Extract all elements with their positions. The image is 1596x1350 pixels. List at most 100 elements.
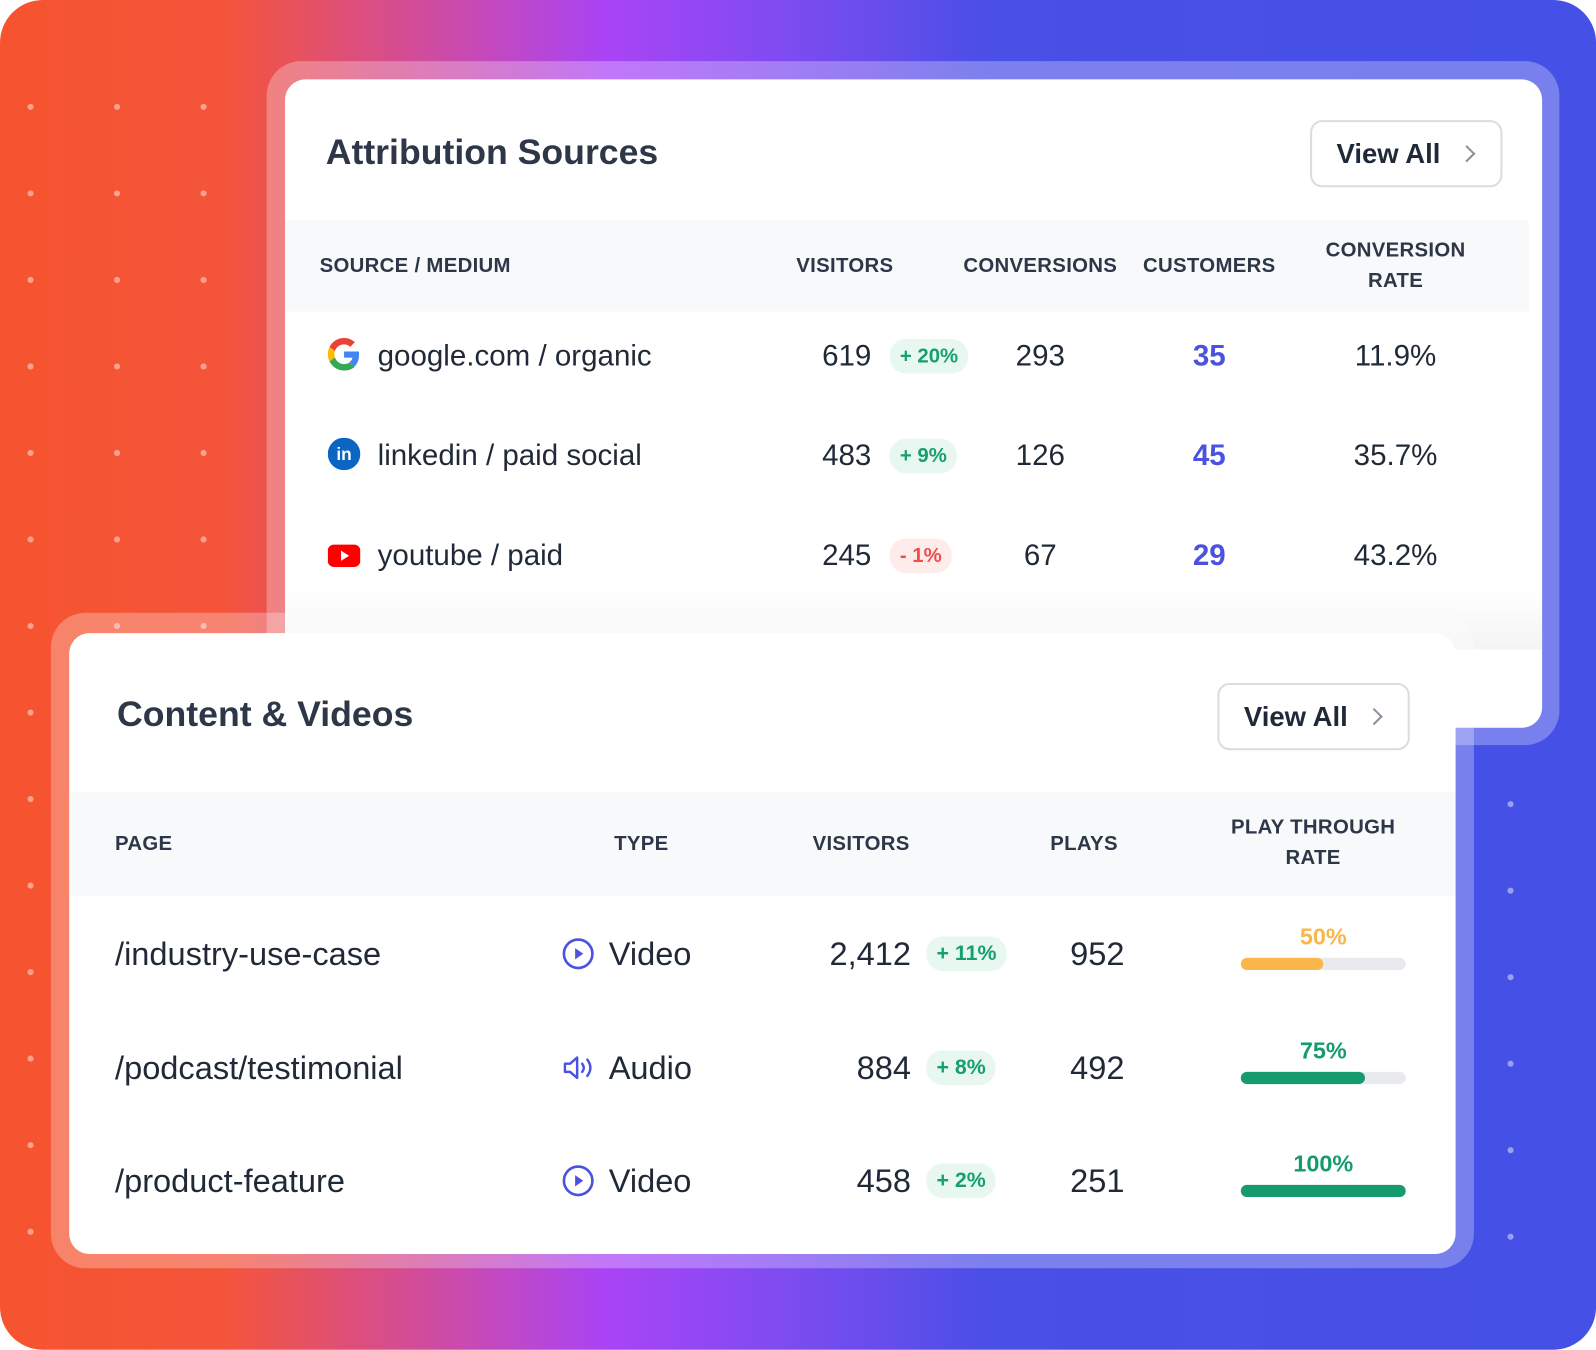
plays-value: 952 <box>1070 935 1125 973</box>
svg-text:in: in <box>336 444 351 464</box>
play-through-rate-label: 75% <box>1299 1036 1347 1064</box>
change-badge: + 8% <box>926 1049 996 1085</box>
page-path: /product-feature <box>115 1162 345 1200</box>
change-badge: + 2% <box>926 1163 996 1199</box>
play-circle-icon <box>562 1164 595 1202</box>
linkedin-icon: in <box>327 437 361 476</box>
conversion-rate-value: 43.2% <box>1353 539 1438 573</box>
decor-dot <box>200 190 207 197</box>
conversion-rate-value: 35.7% <box>1353 439 1438 473</box>
play-through-rate-bar <box>1240 957 1406 971</box>
decor-dot <box>200 276 207 283</box>
table-row[interactable]: google.com / organic 619 + 20% 293 35 11.9% <box>285 326 1542 387</box>
youtube-icon <box>327 544 361 574</box>
content-type: Video <box>608 1162 692 1200</box>
col-page: PAGE <box>115 832 173 856</box>
table-row[interactable]: /podcast/testimonial Audio 884 + 8% 492 75% <box>69 1037 1455 1098</box>
source-name: google.com / organic <box>377 339 652 373</box>
visitors-value: 619 <box>822 339 872 373</box>
content-card: Content & Videos View All PAGE TYPE VISI… <box>69 633 1456 1255</box>
decor-dot <box>1507 1060 1514 1067</box>
attribution-table-header: SOURCE / MEDIUM VISITORS CONVERSIONS CUS… <box>285 219 1529 312</box>
customers-value: 35 <box>1192 339 1226 373</box>
col-visitors: VISITORS <box>812 832 910 856</box>
visitors-value: 884 <box>856 1048 912 1086</box>
decor-dot <box>114 449 121 457</box>
conversions-value: 293 <box>1015 339 1065 373</box>
decor-dot <box>27 1055 34 1062</box>
col-visitors: VISITORS <box>796 254 894 277</box>
decor-dot <box>1507 974 1514 981</box>
attribution-view-all-button[interactable]: View All <box>1310 120 1503 188</box>
decor-dot <box>1507 887 1514 894</box>
view-all-label: View All <box>1336 137 1441 169</box>
decor-dot <box>1507 801 1514 808</box>
content-type: Video <box>608 935 692 973</box>
decor-dot <box>200 363 207 370</box>
source-name: linkedin / paid social <box>377 439 642 473</box>
decor-dot <box>27 190 34 197</box>
change-badge: - 1% <box>889 538 952 574</box>
play-circle-icon <box>562 937 595 975</box>
decor-dot <box>1507 1233 1514 1240</box>
decor-dot <box>27 536 34 543</box>
visitors-value: 458 <box>856 1162 912 1200</box>
decor-dot <box>114 363 121 370</box>
play-through-rate-label: 50% <box>1299 923 1347 950</box>
decor-dot <box>200 622 207 630</box>
table-row[interactable]: /industry-use-case Video 2,412 + 11% 952 50% <box>69 923 1455 984</box>
col-source: SOURCE / MEDIUM <box>319 254 511 277</box>
attribution-title: Attribution Sources <box>325 132 659 173</box>
content-view-all-button[interactable]: View All <box>1217 683 1410 751</box>
col-play-through-rate: PLAY THROUGH RATE <box>1230 816 1396 870</box>
visitors-value: 245 <box>822 539 872 573</box>
decor-dot <box>200 536 207 543</box>
col-conversions: CONVERSIONS <box>963 254 1118 277</box>
plays-value: 492 <box>1070 1048 1125 1086</box>
decor-dot <box>114 276 121 283</box>
decor-dot <box>114 536 121 543</box>
source-name: youtube / paid <box>377 539 564 573</box>
decor-dot <box>27 449 34 457</box>
decor-dot <box>27 1228 34 1235</box>
customers-value: 29 <box>1192 539 1226 573</box>
col-plays: PLAYS <box>1050 832 1118 856</box>
change-badge: + 9% <box>889 438 957 474</box>
play-through-rate-bar <box>1240 1071 1406 1084</box>
change-badge: + 11% <box>926 936 1007 972</box>
decor-dot <box>27 622 34 630</box>
decor-dot <box>27 969 34 976</box>
col-conversion-rate: CONVERSION RATE <box>1325 239 1466 293</box>
visitors-value: 483 <box>822 439 872 473</box>
decor-dot <box>200 449 207 457</box>
content-title: Content & Videos <box>117 694 414 734</box>
content-type: Audio <box>608 1048 693 1086</box>
col-customers: CUSTOMERS <box>1143 254 1276 277</box>
table-row[interactable]: in linkedin / paid social 483 + 9% 126 45 35.7… <box>285 425 1542 486</box>
decor-dot <box>27 709 34 716</box>
content-table-header: PAGE TYPE VISITORS PLAYS PLAY THROUGH RAT… <box>69 791 1456 896</box>
conversions-value: 67 <box>1023 539 1057 573</box>
conversion-rate-value: 11.9% <box>1354 339 1437 373</box>
plays-value: 251 <box>1070 1162 1125 1200</box>
table-row[interactable]: /product-feature Video 458 + 2% 251 100% <box>69 1150 1455 1211</box>
table-row[interactable]: youtube / paid 245 - 1% 67 29 43.2% <box>285 525 1542 586</box>
decor-dot <box>1507 1147 1514 1154</box>
decor-dot <box>27 276 34 283</box>
view-all-label: View All <box>1243 700 1348 732</box>
play-through-rate-bar <box>1240 1184 1406 1198</box>
google-icon <box>327 337 361 376</box>
decor-dot <box>114 190 121 197</box>
chevron-right-icon <box>1458 145 1476 163</box>
chevron-right-icon <box>1365 707 1383 726</box>
customers-value: 45 <box>1192 439 1226 473</box>
decor-dot <box>27 1142 34 1149</box>
decor-dot <box>114 622 121 630</box>
speaker-icon <box>562 1051 597 1089</box>
decor-dot <box>27 795 34 803</box>
change-badge: + 20% <box>889 338 969 374</box>
page-path: /industry-use-case <box>115 935 382 973</box>
conversions-value: 126 <box>1015 439 1065 473</box>
decor-dot <box>27 103 34 110</box>
visitors-value: 2,412 <box>829 935 912 973</box>
